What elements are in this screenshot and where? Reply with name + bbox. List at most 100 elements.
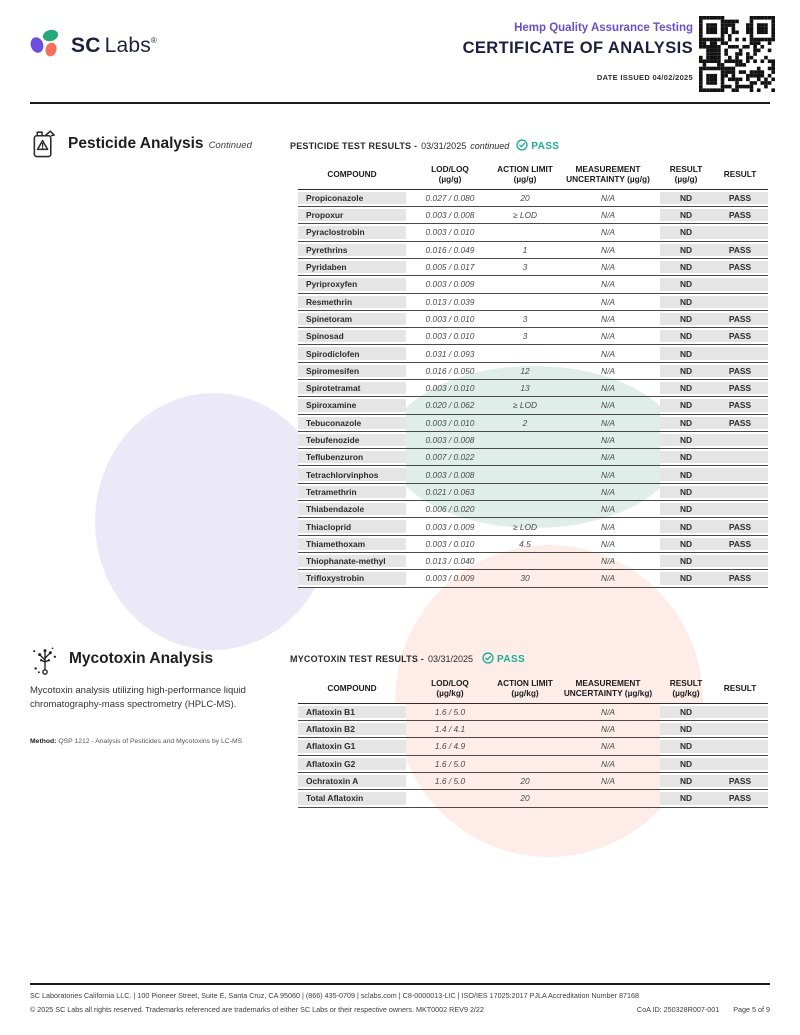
result-cell: ND (660, 483, 712, 502)
mycotoxin-section-title: Mycotoxin Analysis (69, 650, 214, 667)
pass-cell: PASS (712, 362, 768, 380)
result-cell: ND (660, 703, 712, 722)
pass-cell (712, 738, 768, 756)
mycotoxin-results-table: COMPOUND LOD/LOQ (µg/kg) ACTION LIMIT (µg/… (298, 676, 768, 808)
lod-loq-cell: 0.003 / 0.010 (406, 328, 494, 346)
table-row: Spinetoram 0.003 / 0.010 3 N/A ND PASS (298, 310, 768, 329)
lod-loq-cell (406, 790, 494, 808)
compound-cell: Teflubenzuron (298, 449, 406, 467)
uncertainty-cell: N/A (556, 501, 660, 519)
mycotoxin-results-date: 03/31/2025 (427, 654, 474, 664)
table-row: Thiophanate-methyl 0.013 / 0.040 N/A ND (298, 552, 768, 571)
table-row: Spiromesifen 0.016 / 0.050 12 N/A ND PAS… (298, 362, 768, 380)
column-header: LOD/LOQ (µg/kg) (406, 676, 494, 704)
pass-cell (712, 483, 768, 502)
lod-loq-cell: 0.013 / 0.039 (406, 294, 494, 311)
lod-loq-cell: 0.007 / 0.022 (406, 449, 494, 467)
result-cell: ND (660, 501, 712, 519)
lod-loq-cell: 1.4 / 4.1 (406, 721, 494, 739)
result-cell: ND (660, 790, 712, 808)
qr-code (699, 16, 775, 92)
result-cell: ND (660, 552, 712, 571)
lod-loq-cell: 0.003 / 0.010 (406, 224, 494, 242)
pass-cell: PASS (712, 379, 768, 398)
compound-cell: Propoxur (298, 207, 406, 225)
method-text: QSP 1212 - Analysis of Pesticides and My… (58, 738, 243, 745)
compound-cell: Pyriproxyfen (298, 276, 406, 294)
pass-cell: PASS (712, 772, 768, 791)
coa-id: CoA ID: 250328R007-001 (636, 1005, 720, 1014)
lod-loq-cell: 1.6 / 5.0 (406, 773, 494, 791)
uncertainty-cell: N/A (556, 207, 660, 225)
mycotoxin-pass-label: PASS (497, 653, 526, 665)
result-cell: ND (660, 397, 712, 415)
pass-cell (712, 721, 768, 739)
result-cell: ND (660, 258, 712, 277)
page-number: Page 5 of 9 (733, 1005, 770, 1014)
result-cell: ND (660, 738, 712, 756)
table-row: Propiconazole 0.027 / 0.080 20 N/A ND PA… (298, 189, 768, 208)
lod-loq-cell: 0.031 / 0.093 (406, 345, 494, 363)
table-row: Aflatoxin G1 1.6 / 4.9 N/A ND (298, 738, 768, 756)
compound-cell: Tebuconazole (298, 414, 406, 432)
action-limit-cell (494, 345, 556, 363)
pass-cell (712, 755, 768, 773)
pass-cell: PASS (712, 414, 768, 432)
pesticide-pass-badge: PASS (516, 139, 559, 153)
mycotoxin-section-header: Mycotoxin Analysis (30, 643, 213, 682)
result-cell: ND (660, 241, 712, 259)
pesticide-section-title: Pesticide Analysis Continued (68, 135, 252, 152)
action-limit-cell: 20 (494, 790, 556, 808)
pass-cell: PASS (712, 310, 768, 329)
pass-cell: PASS (712, 258, 768, 277)
action-limit-cell: ≥ LOD (494, 397, 556, 415)
action-limit-cell (494, 276, 556, 294)
column-header: LOD/LOQ (µg/g) (406, 162, 494, 190)
footer-divider (30, 983, 770, 985)
uncertainty-cell: N/A (556, 259, 660, 277)
uncertainty-cell: N/A (556, 224, 660, 242)
sclabs-logo-icon (28, 26, 62, 65)
table-row: Pyrethrins 0.016 / 0.049 1 N/A ND PASS (298, 241, 768, 259)
result-cell: ND (660, 535, 712, 553)
registered-mark: ® (150, 35, 158, 45)
pesticide-jug-warning-icon (30, 128, 59, 165)
pesticide-section-header: Pesticide Analysis Continued (30, 128, 252, 165)
action-limit-cell (494, 224, 556, 242)
table-row: Aflatoxin B2 1.4 / 4.1 N/A ND (298, 721, 768, 739)
sclabs-logo-text: SC Labs® (71, 33, 158, 57)
action-limit-cell (494, 432, 556, 450)
uncertainty-cell: N/A (556, 294, 660, 311)
uncertainty-cell: N/A (556, 721, 660, 739)
pass-cell (712, 501, 768, 519)
result-cell: ND (660, 362, 712, 380)
result-cell: ND (660, 328, 712, 346)
result-cell: ND (660, 431, 712, 450)
result-cell: ND (660, 772, 712, 791)
action-limit-cell (494, 738, 556, 756)
sclabs-logo: SC Labs® (28, 26, 157, 65)
uncertainty-cell (556, 790, 660, 808)
mycotoxin-table-body: Aflatoxin B1 1.6 / 5.0 N/A ND Aflatoxin … (298, 703, 768, 808)
action-limit-cell: 3 (494, 328, 556, 346)
compound-cell: Aflatoxin G2 (298, 755, 406, 773)
compound-cell: Aflatoxin G1 (298, 738, 406, 756)
lod-loq-cell: 0.005 / 0.017 (406, 259, 494, 277)
uncertainty-cell: N/A (556, 570, 660, 588)
table-row: Spirotetramat 0.003 / 0.010 13 N/A ND PA… (298, 379, 768, 398)
compound-cell: Pyraclostrobin (298, 224, 406, 242)
pass-cell (712, 224, 768, 242)
table-row: Spiroxamine 0.020 / 0.062 ≥ LOD N/A ND P… (298, 397, 768, 415)
table-row: Total Aflatoxin 20 ND PASS (298, 790, 768, 808)
table-row: Thiacloprid 0.003 / 0.009 ≥ LOD N/A ND P… (298, 518, 768, 536)
result-cell: ND (660, 414, 712, 432)
column-header: RESULT (712, 676, 768, 704)
lod-loq-cell: 0.003 / 0.008 (406, 432, 494, 450)
mycotoxin-method: Method: QSP 1212 - Analysis of Pesticide… (30, 737, 250, 747)
uncertainty-cell: N/A (556, 328, 660, 346)
action-limit-cell (494, 756, 556, 773)
compound-cell: Pyrethrins (298, 241, 406, 259)
check-circle-icon (516, 139, 528, 153)
column-header: MEASUREMENT UNCERTAINTY (µg/g) (556, 162, 660, 190)
compound-cell: Spirodiclofen (298, 345, 406, 363)
